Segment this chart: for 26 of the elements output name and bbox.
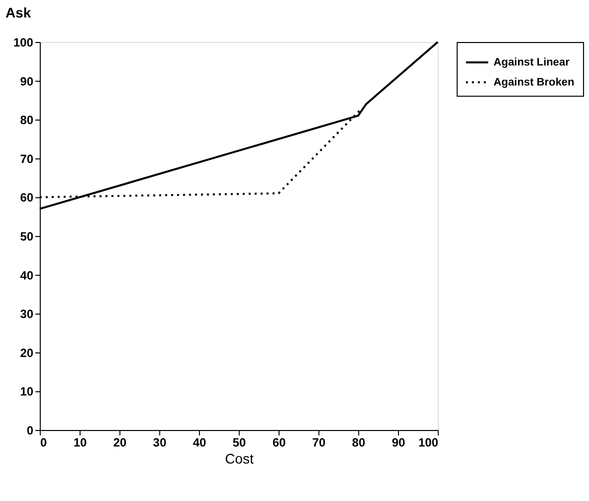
y-tick-label: 90 [20,74,34,88]
x-tick-label: 80 [352,435,366,450]
y-tick-label: 0 [26,423,34,438]
x-tick-label: 0 [40,435,48,450]
y-tick-label: 20 [20,346,34,360]
x-axis-title: Cost [224,450,254,466]
legend-label: Against Linear [493,56,570,68]
x-tick-label: 90 [392,435,406,450]
y-tick-label: 30 [20,307,34,322]
x-tick-label: 50 [232,435,246,450]
y-tick-label: 10 [20,384,34,399]
y-axis-title: Ask [5,4,32,21]
y-tick-label: 100 [13,35,34,50]
y-tick-label: 80 [20,113,34,128]
x-tick-label: 20 [113,435,127,450]
y-tick-label: 40 [20,268,34,282]
x-tick-label: 10 [73,435,88,450]
x-tick-label: 100 [418,435,439,450]
y-tick-label: 70 [20,152,34,166]
x-tick-label: 60 [272,435,286,450]
y-tick-label: 60 [20,190,34,205]
x-tick-label: 30 [153,435,167,450]
x-tick-label: 40 [192,435,206,450]
legend-label: Against Broken [493,76,574,88]
x-tick-label: 70 [312,435,326,450]
y-tick-label: 50 [20,229,34,244]
